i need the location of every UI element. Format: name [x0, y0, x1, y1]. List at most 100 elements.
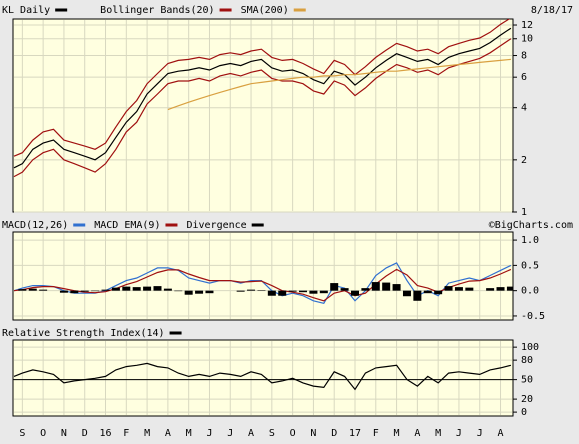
divergence-bar: [350, 290, 359, 296]
x-tick-label: N: [61, 428, 67, 439]
divergence-bar: [18, 289, 27, 291]
x-tick-label: 16: [99, 428, 111, 439]
y-tick-label: 1: [521, 207, 527, 218]
series-line: [13, 38, 512, 178]
divergence-bar: [371, 282, 380, 291]
divergence-bar: [434, 290, 443, 295]
y-tick-label: 0.0: [521, 286, 539, 297]
x-tick-label: A: [165, 428, 171, 439]
series-line: [13, 19, 511, 157]
divergence-bar: [153, 286, 162, 291]
divergence-bar: [70, 290, 79, 294]
y-tick-label: 80: [521, 355, 533, 366]
y-tick-label: 8: [521, 51, 527, 62]
divergence-bar: [319, 290, 328, 294]
divergence-bar: [111, 287, 120, 291]
divergence-bar: [267, 290, 276, 296]
x-tick-label: S: [19, 428, 25, 439]
y-tick-label: 12: [521, 20, 533, 31]
divergence-bar: [330, 283, 339, 291]
divergence-bar: [423, 290, 432, 294]
series-line: [13, 27, 512, 169]
legend-swatch: [55, 8, 68, 12]
divergence-bar: [413, 290, 422, 301]
legend-swatch: [219, 8, 232, 12]
legend-swatch: [165, 223, 178, 227]
divergence-bar: [496, 287, 505, 291]
divergence-bar: [278, 290, 287, 296]
legend-label: Relative Strength Index(14): [2, 328, 165, 339]
x-tick-label: J: [206, 428, 212, 439]
divergence-bar: [122, 286, 131, 291]
legend-swatch: [251, 223, 264, 227]
x-tick-label: S: [269, 428, 275, 439]
divergence-bar: [59, 290, 68, 293]
y-tick-label: 20: [521, 394, 533, 405]
divergence-bar: [132, 287, 141, 291]
x-tick-label: D: [82, 428, 88, 439]
divergence-bar: [288, 290, 297, 292]
y-tick-label: -0.5: [521, 311, 545, 322]
series-line: [167, 58, 511, 111]
divergence-bar: [454, 287, 463, 291]
y-tick-label: 2: [521, 155, 527, 166]
x-tick-label: M: [394, 428, 400, 439]
divergence-bar: [382, 282, 391, 291]
series-line: [13, 268, 512, 302]
series-line: [13, 362, 512, 391]
divergence-bar: [309, 290, 318, 294]
divergence-bar: [205, 290, 214, 294]
divergence-bar: [174, 290, 183, 292]
legend-label: Bollinger Bands(20): [100, 5, 214, 16]
divergence-bar: [91, 290, 100, 292]
x-tick-label: 17: [349, 428, 361, 439]
source: ©BigCharts.com: [489, 220, 573, 231]
divergence-bar: [486, 288, 495, 291]
x-tick-label: O: [290, 428, 296, 439]
legend-label: Divergence: [186, 220, 246, 231]
macd-panel: [12, 231, 514, 321]
legend-label: SMA(200): [241, 5, 289, 16]
x-tick-label: J: [456, 428, 462, 439]
x-tick-label: M: [435, 428, 441, 439]
y-tick-label: 1.0: [521, 235, 539, 246]
date-label: 8/18/17: [531, 5, 573, 16]
divergence-bar: [101, 289, 110, 291]
divergence-bar: [184, 290, 193, 295]
divergence-bar: [444, 286, 453, 291]
divergence-bar: [195, 290, 204, 294]
legend-label: MACD(12,26): [2, 220, 68, 231]
legend-swatch: [293, 8, 306, 12]
x-tick-label: A: [498, 428, 504, 439]
divergence-bar: [392, 284, 401, 291]
x-tick-label: A: [248, 428, 254, 439]
x-tick-label: J: [227, 428, 233, 439]
x-tick-label: O: [40, 428, 46, 439]
x-tick-label: M: [186, 428, 192, 439]
divergence-bar: [402, 290, 411, 297]
x-tick-label: N: [310, 428, 316, 439]
divergence-bar: [361, 288, 370, 291]
divergence-bar: [143, 286, 152, 291]
divergence-bar: [257, 290, 266, 291]
x-tick-label: F: [373, 428, 379, 439]
legend-swatch: [73, 223, 86, 227]
divergence-bar: [39, 289, 48, 291]
divergence-bar: [465, 287, 474, 291]
y-tick-label: 0: [521, 407, 527, 418]
divergence-bar: [340, 288, 349, 291]
x-tick-label: F: [123, 428, 129, 439]
y-tick-label: 50: [521, 375, 533, 386]
divergence-bar: [28, 288, 37, 291]
x-tick-label: D: [331, 428, 337, 439]
x-tick-label: A: [414, 428, 420, 439]
divergence-bar: [163, 288, 172, 291]
divergence-bar: [506, 286, 513, 291]
legend-label: MACD EMA(9): [94, 220, 160, 231]
divergence-bar: [299, 290, 308, 293]
y-tick-label: 100: [521, 342, 539, 353]
y-tick-label: 10: [521, 34, 533, 45]
y-tick-label: 4: [521, 103, 527, 114]
x-tick-label: J: [477, 428, 483, 439]
